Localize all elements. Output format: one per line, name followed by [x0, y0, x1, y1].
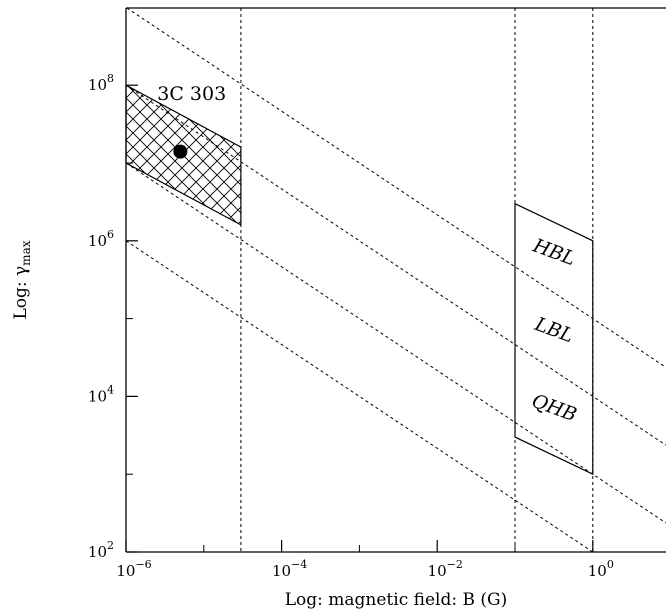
vertical-lines — [240, 8, 594, 552]
annotations: 3C 303 HBL LBL QHB — [157, 83, 579, 427]
y-tick-label: 108 — [88, 72, 114, 94]
reference-line-3 — [125, 162, 666, 524]
annotation-lbl: LBL — [531, 313, 576, 347]
y-axis-label-sub: max — [19, 240, 33, 266]
y-tick-label: 106 — [88, 228, 114, 250]
data-point — [173, 144, 188, 159]
data-points — [173, 144, 188, 159]
y-axis-label-main: Log: γ — [11, 266, 31, 320]
reference-line-4 — [125, 240, 594, 553]
x-axis-label: Log: magnetic field: B (G) — [285, 590, 507, 610]
annotation-3c-303: 3C 303 — [157, 83, 226, 105]
axis-ticks: 10−6 10−4 10−2 100 102 104 106 108 — [88, 72, 614, 580]
x-tick-label: 100 — [588, 558, 614, 580]
blazar-region — [514, 202, 594, 476]
y-tick-label: 104 — [88, 383, 114, 405]
annotation-qhb: QHB — [529, 390, 580, 426]
x-tick-label: 10−6 — [116, 558, 151, 580]
y-axis-label: Log: γmax — [11, 240, 33, 319]
x-tick-label: 10−4 — [272, 558, 307, 580]
annotation-hbl: HBL — [529, 234, 578, 270]
y-tick-label: 102 — [88, 539, 114, 561]
regions — [125, 84, 594, 476]
x-tick-label: 10−2 — [428, 558, 463, 580]
